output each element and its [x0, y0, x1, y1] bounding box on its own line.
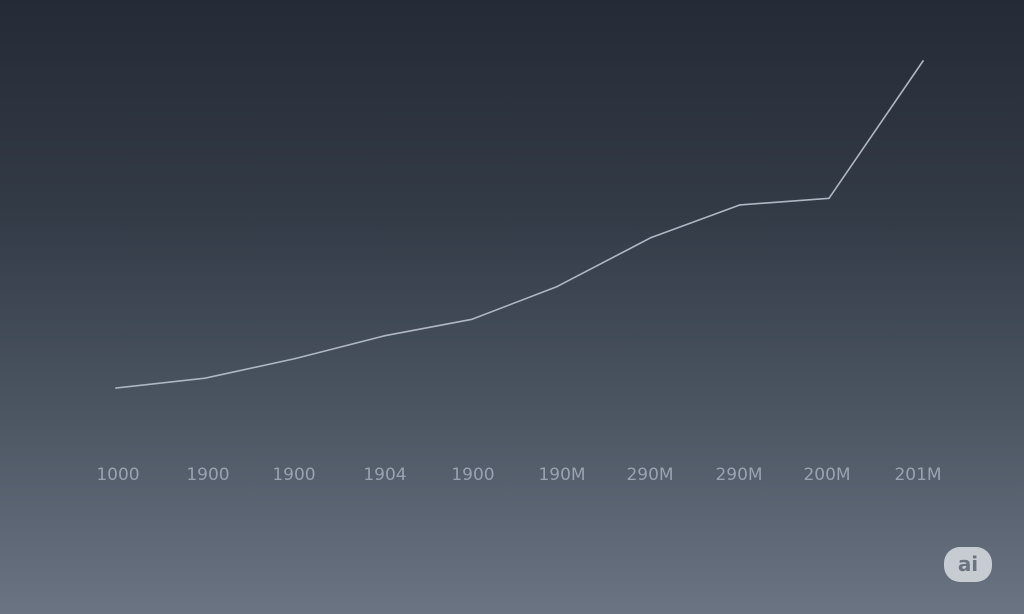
data-point [384, 334, 386, 337]
x-tick-label: 190M [538, 465, 585, 485]
x-tick-label: 1000 [96, 465, 139, 485]
data-point [650, 236, 652, 239]
series-line [115, 60, 924, 389]
data-point [739, 204, 741, 206]
data-point [294, 357, 296, 360]
x-tick-label: 1904 [363, 465, 406, 485]
x-tick-label: 201M [894, 465, 941, 485]
data-point [204, 377, 206, 380]
x-tick-label: 1900 [451, 465, 494, 485]
x-tick-label: 1900 [272, 465, 315, 485]
x-tick-label: 290M [715, 465, 762, 485]
data-point [556, 285, 558, 288]
x-tick-label: 1900 [186, 465, 229, 485]
x-tick-label: 200M [803, 465, 850, 485]
ai-badge: ai [944, 547, 992, 582]
data-point [471, 318, 473, 321]
data-point [828, 197, 830, 200]
data-point [115, 387, 117, 389]
data-point [922, 60, 924, 62]
x-tick-label: 290M [626, 465, 673, 485]
